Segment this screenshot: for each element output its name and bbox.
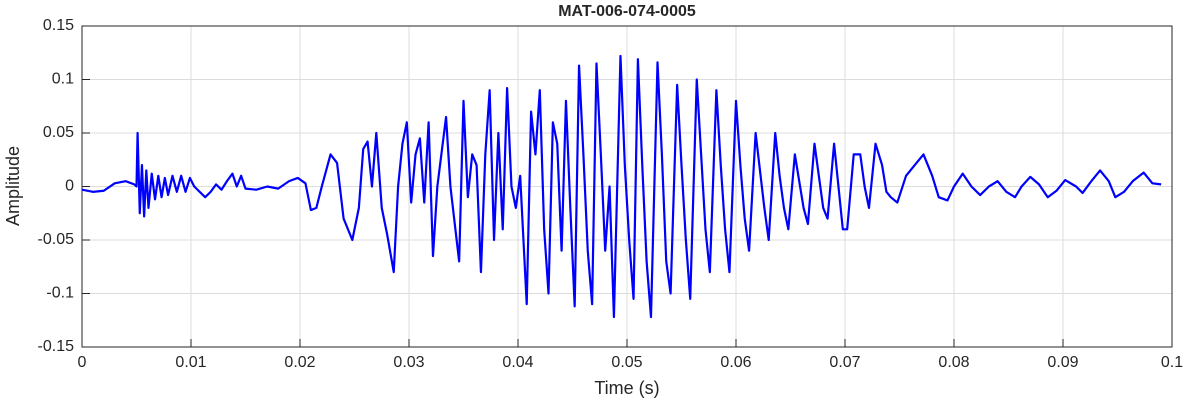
x-tick-label: 0.02: [284, 354, 315, 371]
x-tick-label: 0.05: [611, 354, 642, 371]
x-tick-label: 0.1: [1161, 354, 1183, 371]
x-tick-label: 0: [78, 354, 87, 371]
y-axis-label: Amplitude: [3, 146, 23, 226]
x-axis-label: Time (s): [594, 378, 659, 398]
chart-title: MAT-006-074-0005: [558, 3, 696, 20]
y-tick-label: 0.1: [52, 71, 74, 88]
x-tick-label: 0.06: [720, 354, 751, 371]
x-tick-label: 0.08: [938, 354, 969, 371]
y-tick-label: 0.15: [43, 17, 74, 34]
x-tick-label: 0.03: [393, 354, 424, 371]
x-tick-label: 0.01: [175, 354, 206, 371]
axes-box: [81, 25, 1173, 348]
y-tick-label: 0: [65, 178, 74, 195]
x-tick-label: 0.04: [502, 354, 533, 371]
y-tick-label: -0.05: [38, 231, 75, 248]
x-tick-label: 0.07: [829, 354, 860, 371]
y-tick-label: -0.1: [46, 285, 74, 302]
y-tick-label: 0.05: [43, 124, 74, 141]
x-tick-label: 0.09: [1047, 354, 1078, 371]
y-tick-label: -0.15: [38, 338, 75, 355]
signal-line: [81, 54, 1162, 319]
